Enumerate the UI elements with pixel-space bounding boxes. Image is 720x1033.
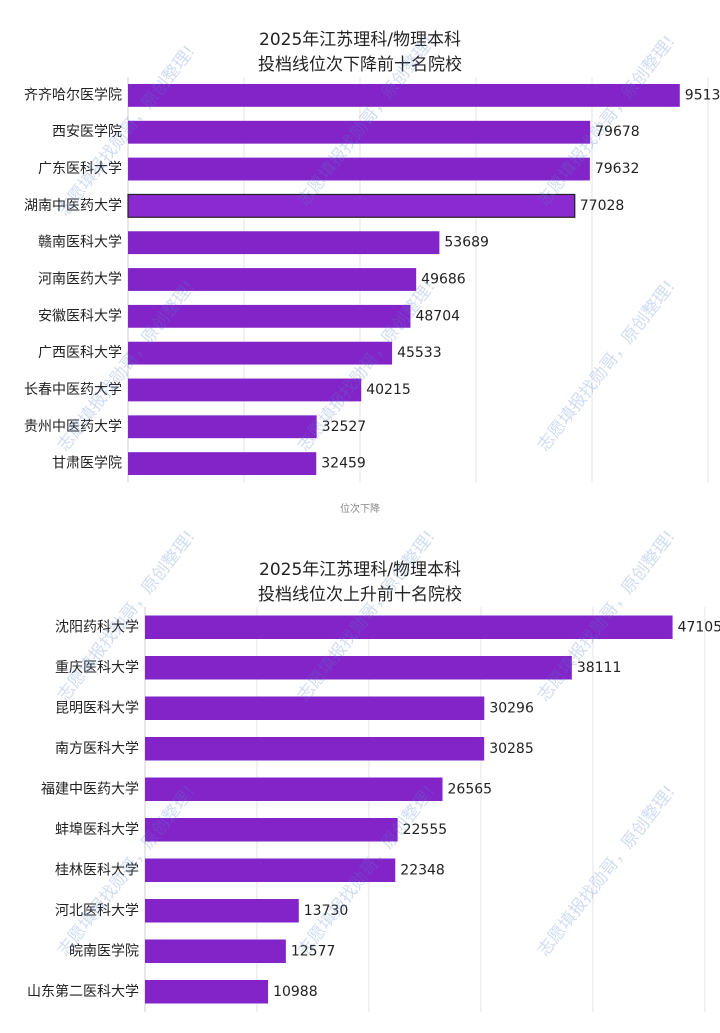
category-label: 皖南医学院: [69, 943, 139, 959]
bar: [145, 858, 396, 882]
value-label: 12577: [291, 943, 336, 959]
category-label: 广东医科大学: [38, 161, 122, 177]
category-label: 蚌埠医科大学: [55, 821, 139, 838]
bar: [128, 157, 590, 181]
category-label: 河北医科大学: [55, 903, 139, 919]
bar: [128, 83, 680, 107]
chart-title-line1: 2025年江苏理科/物理本科: [259, 30, 461, 50]
chart-title-line2: 投档线位次下降前十名院校: [258, 55, 462, 75]
bar: [128, 415, 317, 439]
category-label: 福建中医药大学: [41, 781, 139, 797]
value-label: 40215: [366, 382, 411, 398]
bar: [145, 737, 485, 761]
chart-title-line2: 投档线位次上升前十名院校: [258, 585, 462, 605]
category-label: 长春中医药大学: [24, 382, 122, 398]
value-label: 10988: [273, 984, 318, 1000]
category-label: 贵州中医药大学: [24, 419, 122, 435]
value-label: 49686: [421, 272, 466, 288]
value-label: 30296: [489, 700, 534, 716]
chart-rank-increase: 2025年江苏理科/物理本科 投档线位次上升前十名院校 沈阳药科大学 47105 重…: [0, 548, 720, 1033]
value-label: 47105: [678, 619, 720, 635]
value-label: 79678: [595, 124, 640, 140]
category-label: 广西医科大学: [38, 345, 122, 361]
category-label: 河南医药大学: [38, 272, 122, 288]
value-label: 32459: [321, 456, 366, 472]
chart-title-line1: 2025年江苏理科/物理本科: [259, 560, 461, 580]
value-label: 79632: [595, 161, 640, 177]
bar: [128, 341, 393, 365]
category-label: 重庆医科大学: [55, 660, 139, 676]
value-label: 22348: [400, 862, 445, 878]
value-label: 95135: [685, 87, 720, 103]
category-label: 赣南医科大学: [38, 235, 122, 251]
x-axis-label: 位次下降: [340, 504, 380, 515]
bar-chart-increase: 沈阳药科大学 47105 重庆医科大学 38111 昆明医科大学 30296 南方医科大学 3…: [27, 607, 720, 1012]
value-label: 53689: [444, 235, 489, 251]
category-label: 安徽医科大学: [38, 308, 122, 324]
value-label: 32527: [322, 419, 367, 435]
category-label: 南方医科大学: [55, 741, 139, 757]
category-label: 桂林医科大学: [55, 862, 139, 878]
value-label: 77028: [580, 198, 625, 214]
chart-rank-decrease: 2025年江苏理科/物理本科 投档线位次下降前十名院校 齐齐哈尔医学院 95135…: [24, 30, 720, 515]
bar: [145, 939, 286, 963]
value-label: 26565: [448, 781, 493, 797]
bar: [145, 777, 443, 801]
category-label: 沈阳药科大学: [55, 619, 139, 635]
bar: [145, 980, 269, 1004]
bar: [128, 452, 317, 476]
bar: [128, 378, 362, 402]
value-label: 30285: [489, 741, 534, 757]
bar: [145, 656, 572, 680]
category-label: 齐齐哈尔医学院: [24, 87, 122, 103]
value-label: 13730: [304, 903, 349, 919]
category-label: 湖南中医药大学: [24, 198, 122, 214]
value-label: 22555: [403, 822, 448, 838]
category-label: 西安医学院: [52, 124, 122, 140]
bar: [145, 696, 485, 720]
bar: [128, 304, 411, 328]
bar: [145, 615, 673, 639]
bar-chart-decrease: 齐齐哈尔医学院 95135 西安医学院 79678 广东医科大学 79632 湖南中医药大学…: [24, 77, 720, 482]
bar: [145, 818, 398, 842]
bar: [128, 268, 417, 291]
category-label: 甘肃医学院: [52, 456, 122, 472]
value-label: 38111: [577, 660, 622, 676]
bar: [127, 193, 576, 218]
value-label: 48704: [415, 308, 460, 324]
value-label: 45533: [397, 345, 442, 361]
bar: [145, 899, 299, 923]
bar: [128, 231, 440, 255]
category-label: 昆明医科大学: [55, 700, 139, 716]
bar: [128, 120, 591, 144]
category-label: 山东第二医科大学: [27, 983, 139, 1000]
